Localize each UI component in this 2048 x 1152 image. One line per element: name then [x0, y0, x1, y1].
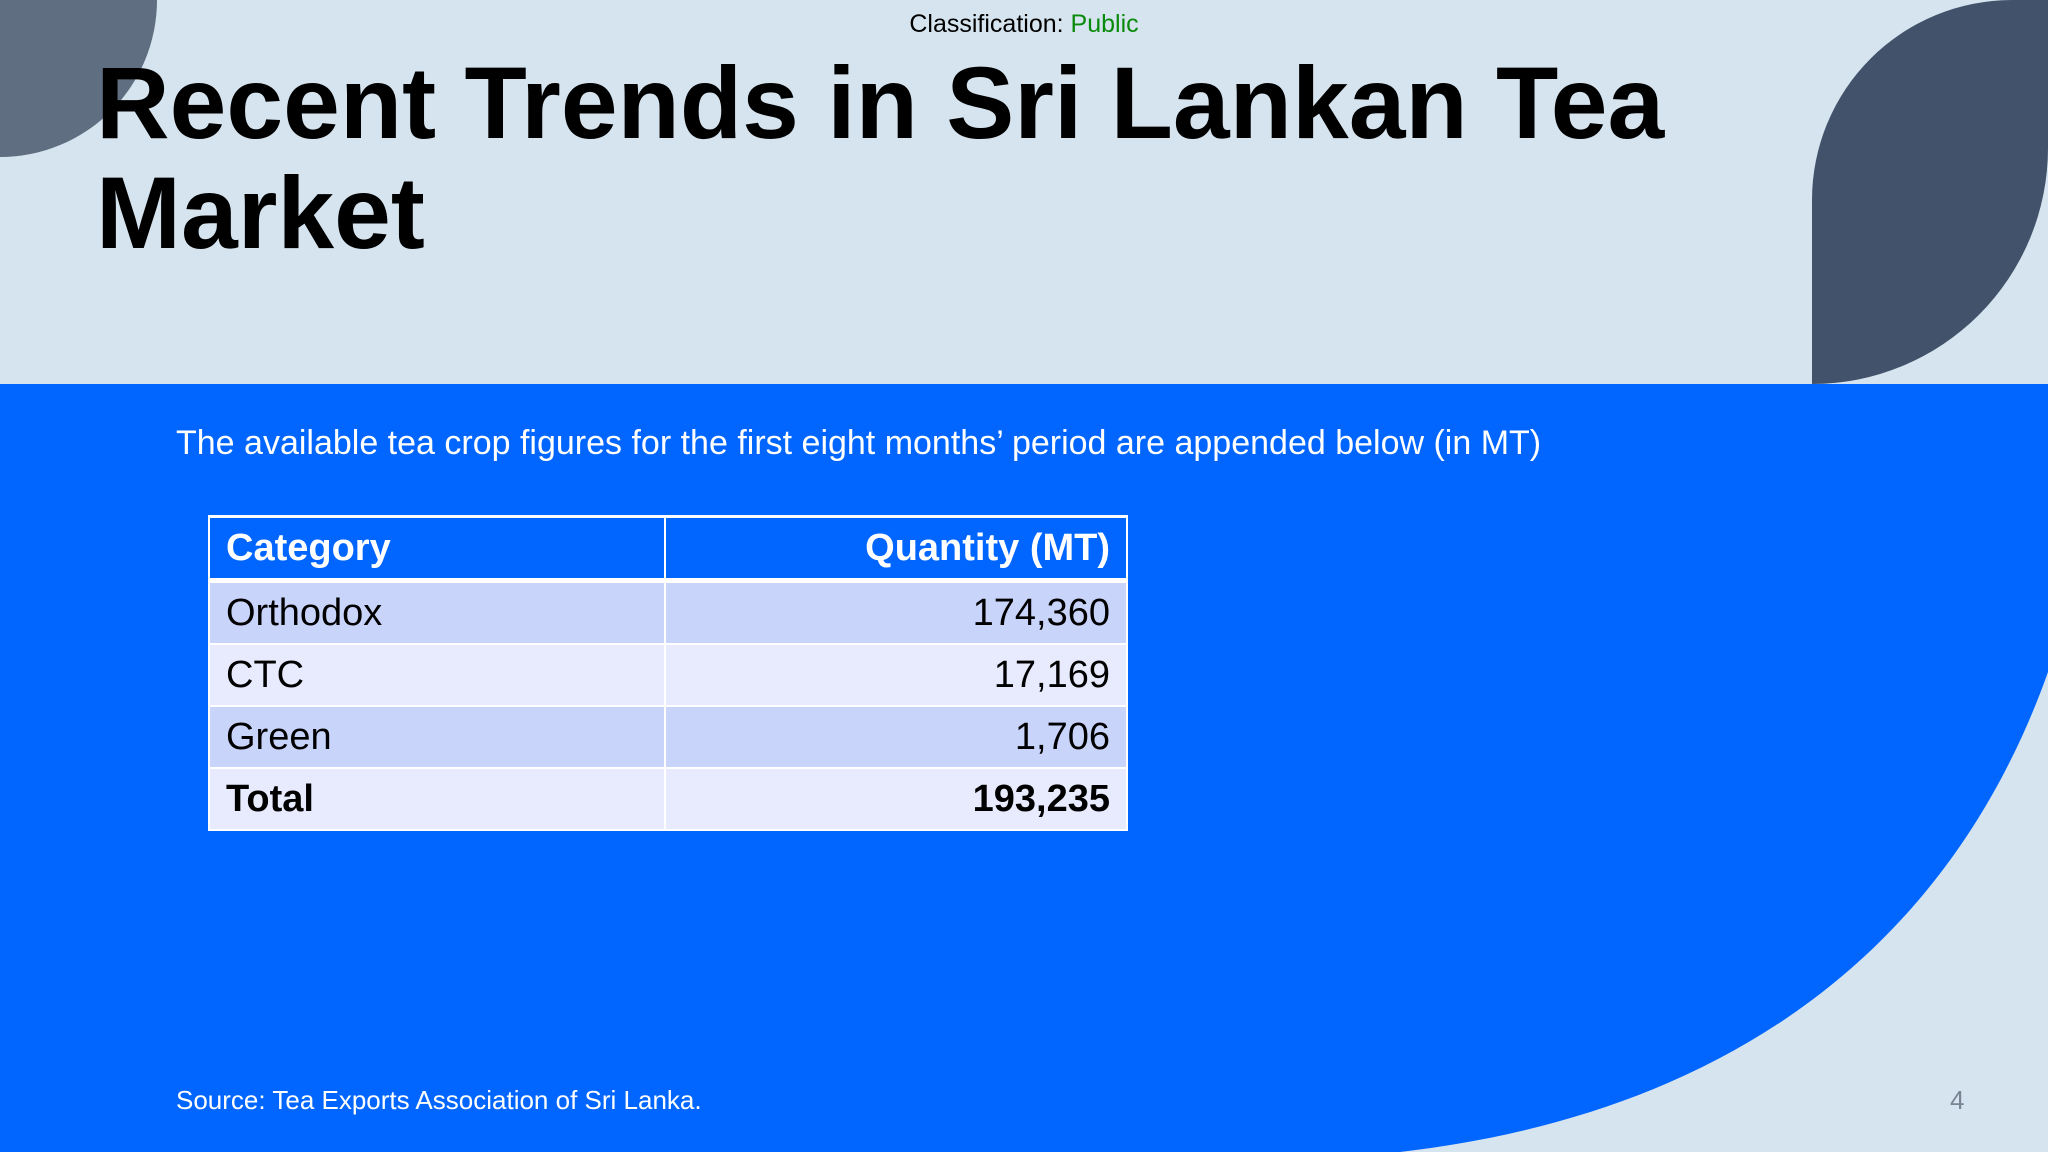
total-quantity-cell: 193,235 — [664, 768, 1128, 831]
source-note: Source: Tea Exports Association of Sri L… — [176, 1085, 702, 1115]
category-cell: CTC — [208, 644, 666, 707]
quantity-cell: 174,360 — [664, 580, 1128, 645]
table-row: Orthodox 174,360 — [208, 580, 1128, 645]
page-number: 4 — [1950, 1085, 1965, 1115]
table-header-row: Category Quantity (MT) — [208, 515, 1128, 583]
table-row: CTC 17,169 — [208, 644, 1128, 707]
intro-text: The available tea crop figures for the f… — [176, 424, 1542, 462]
classification-level: Public — [1070, 10, 1139, 38]
classification-prefix: Classification: — [909, 10, 1064, 38]
table-total-row: Total 193,235 — [208, 768, 1128, 831]
quantity-cell: 17,169 — [664, 644, 1128, 707]
classification-label: Classification: Public — [0, 10, 2048, 39]
category-cell: Green — [208, 706, 666, 769]
top-left-quarter-circle-shape — [0, 0, 157, 157]
column-header-quantity: Quantity (MT) — [664, 515, 1128, 583]
total-label-cell: Total — [208, 768, 666, 831]
table-row: Green 1,706 — [208, 706, 1128, 769]
tea-crop-table: Category Quantity (MT) Orthodox 174,360 … — [208, 515, 1128, 831]
column-header-category: Category — [208, 515, 666, 583]
slide-title: Recent Trends in Sri Lankan Tea Market — [96, 46, 1665, 270]
quantity-cell: 1,706 — [664, 706, 1128, 769]
category-cell: Orthodox — [208, 580, 666, 645]
top-right-leaf-shape — [1812, 0, 2048, 384]
